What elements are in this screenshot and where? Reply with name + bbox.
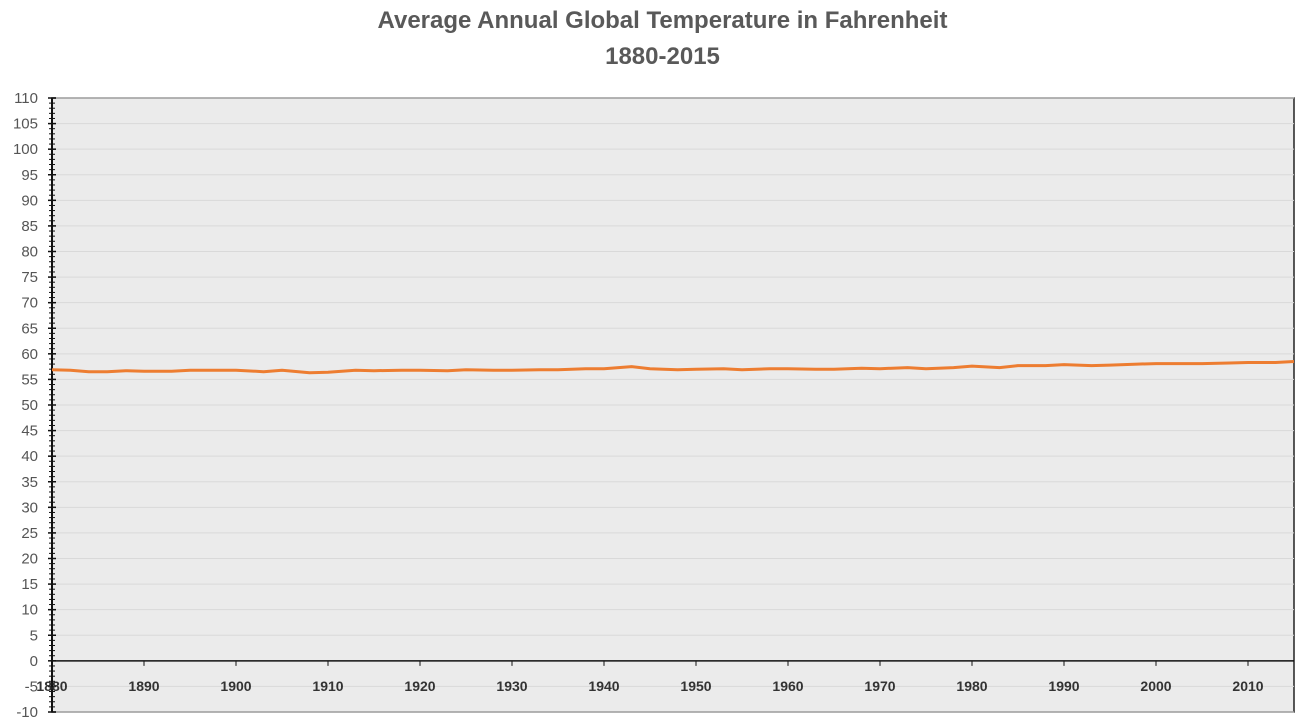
y-tick-label: 70 xyxy=(21,295,38,312)
y-tick-label: 40 xyxy=(21,448,38,465)
y-tick-label: 105 xyxy=(13,116,38,133)
y-tick-label: 15 xyxy=(21,576,38,593)
y-tick-label: 5 xyxy=(30,627,38,644)
y-tick-label: 80 xyxy=(21,244,38,261)
x-tick-label: 2010 xyxy=(1232,678,1263,694)
x-tick-label: 1990 xyxy=(1048,678,1079,694)
x-tick-label: 1940 xyxy=(588,678,619,694)
y-tick-label: 60 xyxy=(21,346,38,363)
gridlines xyxy=(52,97,1294,713)
x-tick-label: 1890 xyxy=(128,678,159,694)
y-tick-label: 35 xyxy=(21,474,38,491)
y-tick-label: 65 xyxy=(21,320,38,337)
y-tick-label: 85 xyxy=(21,218,38,235)
y-tick-label: 75 xyxy=(21,269,38,286)
chart-subtitle: 1880-2015 xyxy=(605,43,720,70)
y-tick-label: -5 xyxy=(25,678,38,695)
x-tick-label: 1980 xyxy=(956,678,987,694)
y-tick-label: 25 xyxy=(21,525,38,542)
x-tick-label: 1960 xyxy=(772,678,803,694)
y-tick-label: 90 xyxy=(21,192,38,209)
y-tick-label: 45 xyxy=(21,423,38,440)
x-tick-label: 2000 xyxy=(1140,678,1171,694)
x-axis: 1880 1890 1900 1910 1920 1930 1940 1950 1960 1970… xyxy=(36,660,1294,694)
x-tick-label: 1950 xyxy=(680,678,711,694)
chart-title: Average Annual Global Temperature in Fah… xyxy=(377,7,948,34)
y-tick-label: 30 xyxy=(21,499,38,516)
series-line xyxy=(51,360,1295,375)
y-tick-label: 50 xyxy=(21,397,38,414)
y-tick-label: 95 xyxy=(21,167,38,184)
x-tick-label: 1930 xyxy=(496,678,527,694)
y-tick-label: 10 xyxy=(21,602,38,619)
series-group xyxy=(51,360,1295,375)
x-tick-label: 1900 xyxy=(220,678,251,694)
x-tick-label: 1880 xyxy=(36,678,67,694)
y-tick-label: 55 xyxy=(21,371,38,388)
x-tick-label: 1910 xyxy=(312,678,343,694)
y-tick-label: 100 xyxy=(13,141,38,158)
y-tick-label: 20 xyxy=(21,551,38,568)
y-tick-label: 0 xyxy=(30,653,38,670)
chart-title-block: Average Annual Global Temperature in Fah… xyxy=(0,3,1301,75)
y-tick-label: -10 xyxy=(16,704,38,721)
y-axis: -10 -5 0 5 10 15 20 25 30 35 40 45 50 55 60 65 70 75 80 85 9… xyxy=(13,90,56,721)
x-tick-label: 1920 xyxy=(404,678,435,694)
y-tick-label: 110 xyxy=(14,90,38,107)
x-tick-label: 1970 xyxy=(864,678,895,694)
